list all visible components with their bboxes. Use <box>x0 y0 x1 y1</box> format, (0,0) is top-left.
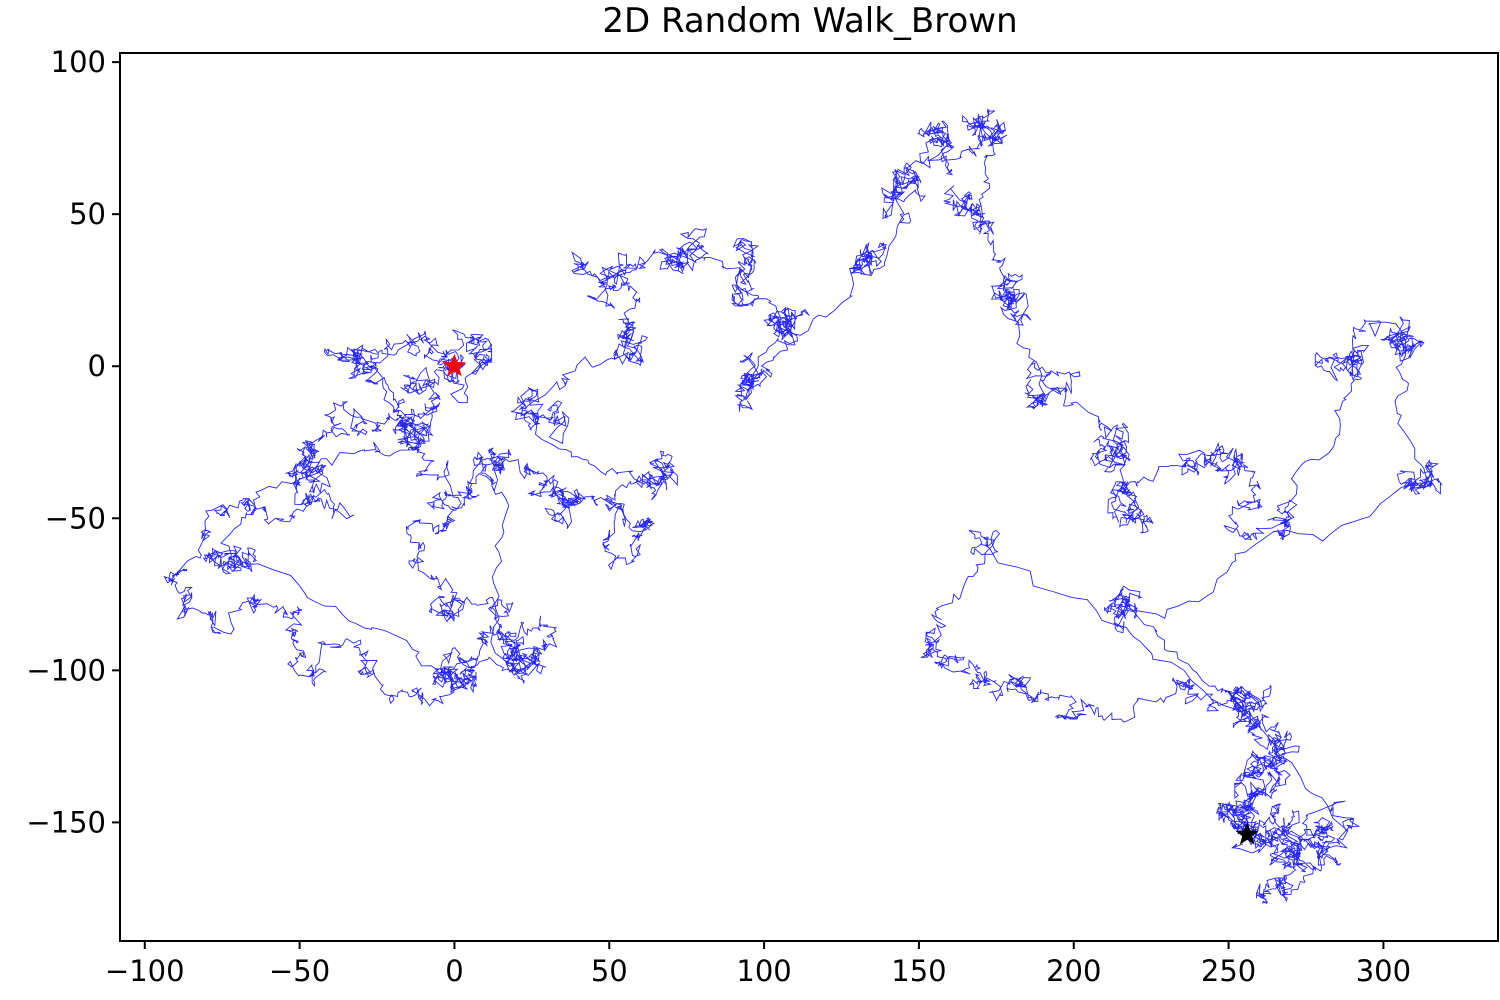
walk-path-group <box>163 108 1443 905</box>
y-tick-label: −50 <box>45 501 106 535</box>
y-tick-label: −100 <box>26 653 106 687</box>
x-axis-ticks: −100 −50 0 50 100 150 200 250 300 <box>105 941 1411 988</box>
walk-line <box>163 108 1443 905</box>
x-tick-label: 150 <box>891 954 946 988</box>
x-tick-label: 100 <box>736 954 791 988</box>
y-axis-ticks: 100 50 0 −50 −100 −150 <box>26 45 120 839</box>
y-tick-label: 0 <box>88 349 106 383</box>
x-tick-label: 200 <box>1046 954 1101 988</box>
y-tick-label: 100 <box>51 45 106 79</box>
x-tick-label: −50 <box>269 954 330 988</box>
y-tick-label: −150 <box>26 805 106 839</box>
x-tick-label: −100 <box>105 954 185 988</box>
x-tick-label: 300 <box>1356 954 1411 988</box>
marker-group <box>442 353 1259 845</box>
end-star-marker <box>1235 822 1259 845</box>
x-tick-label: 50 <box>591 954 628 988</box>
y-tick-label: 50 <box>69 197 106 231</box>
x-tick-label: 0 <box>445 954 463 988</box>
x-tick-label: 250 <box>1201 954 1256 988</box>
start-star-marker <box>442 353 467 377</box>
chart-title: 2D Random Walk_Brown <box>602 1 1017 41</box>
plot-frame <box>119 52 1499 942</box>
